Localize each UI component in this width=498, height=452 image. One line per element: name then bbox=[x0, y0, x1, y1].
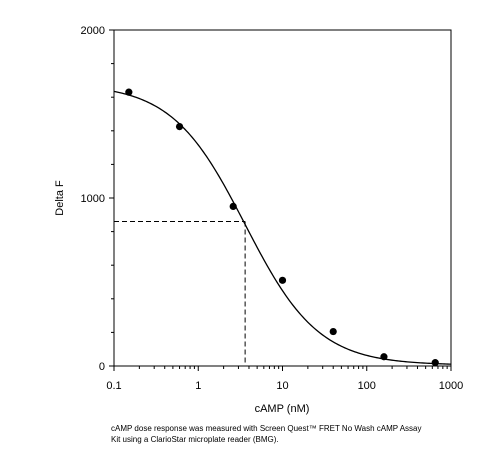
axes bbox=[113, 29, 452, 367]
data-points bbox=[125, 88, 439, 367]
x-tick-label: 1000 bbox=[439, 380, 463, 392]
ec50-guides bbox=[114, 221, 246, 366]
figure-caption: cAMP dose response was measured with Scr… bbox=[111, 423, 491, 445]
y-tick-label: 2000 bbox=[81, 25, 105, 37]
x-tick-label: 0.1 bbox=[106, 380, 121, 392]
dose-response-chart: 0.1 1 10 100 1000 0 1000 2000 cAMP (nM) Delta F bbox=[54, 25, 464, 415]
data-point bbox=[380, 353, 388, 361]
data-point bbox=[125, 88, 133, 96]
x-tick-label: 1 bbox=[195, 380, 201, 392]
caption-line-1: cAMP dose response was measured with Scr… bbox=[111, 424, 422, 433]
fit-curve-layer bbox=[113, 90, 452, 365]
data-point bbox=[175, 123, 184, 131]
data-point bbox=[329, 327, 337, 336]
data-point bbox=[431, 359, 439, 367]
x-tick-label: 10 bbox=[276, 380, 288, 392]
caption-line-2: Kit using a ClarioStar microplate reader… bbox=[111, 435, 279, 444]
y-tick-label: 1000 bbox=[81, 193, 105, 205]
data-point bbox=[278, 276, 287, 284]
ticks: 0.1 1 10 100 1000 0 1000 2000 bbox=[81, 25, 464, 392]
data-point bbox=[229, 202, 237, 210]
y-axis-title: Delta F bbox=[54, 180, 66, 216]
plot-frame bbox=[113, 29, 452, 367]
fit-curve bbox=[113, 90, 452, 365]
x-axis-title: cAMP (nM) bbox=[255, 403, 310, 415]
x-tick-label: 100 bbox=[358, 380, 376, 392]
y-tick-label: 0 bbox=[99, 361, 105, 373]
